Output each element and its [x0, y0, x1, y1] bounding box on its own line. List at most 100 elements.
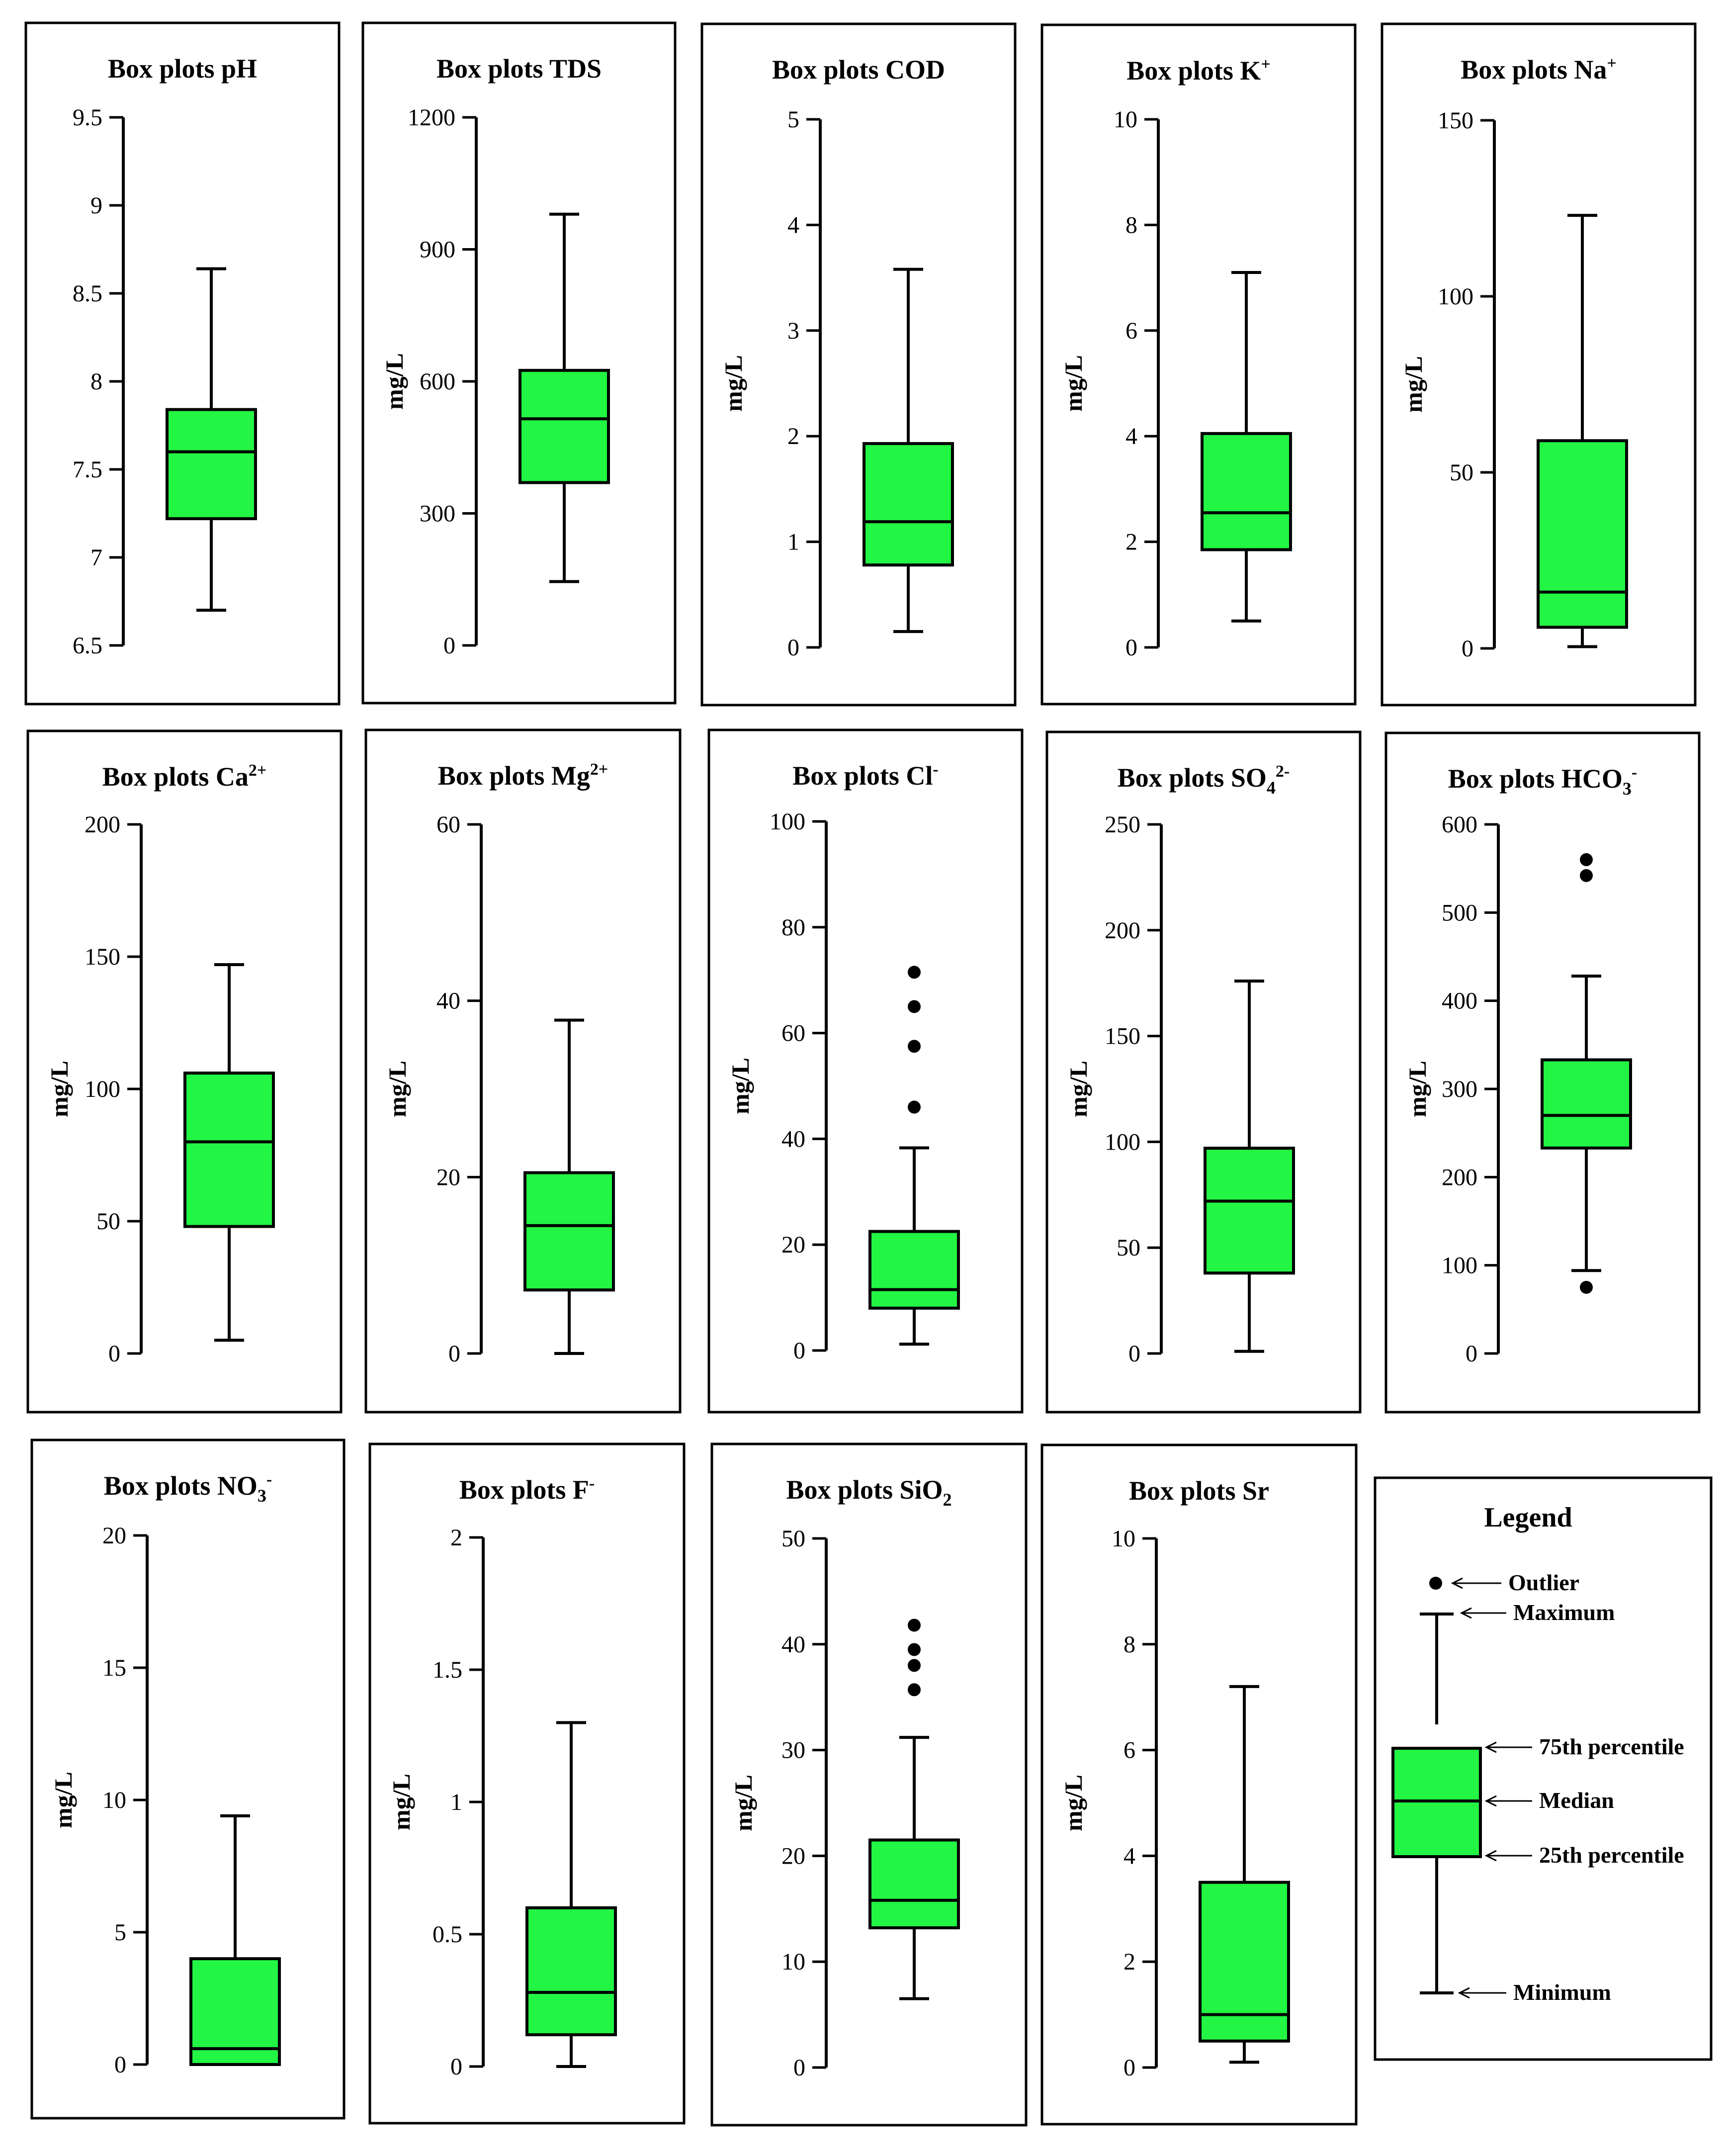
- y-axis-label: mg/L: [45, 1061, 73, 1117]
- y-tick-label: 40: [781, 1126, 805, 1152]
- outlier-point: [908, 1659, 921, 1672]
- chart-title: Box plots Sr: [1129, 1476, 1269, 1506]
- legend-title: Legend: [1484, 1502, 1572, 1533]
- chart-title: Box plots NO3-: [104, 1470, 272, 1506]
- legend-label-maximum: Maximum: [1513, 1600, 1615, 1625]
- y-tick-label: 10: [1112, 1526, 1135, 1552]
- box-plot-panel: Box plots COD 0 1 2 3 4 5 mg/L: [700, 22, 1017, 707]
- y-tick-label: 4: [787, 212, 799, 238]
- box-plot-panel: Box plots Cl- 0 20 40 60 80 100 mg/L: [707, 728, 1024, 1414]
- y-tick-label: 40: [781, 1631, 805, 1658]
- box-plot-panel: Box plots K+ 0 2 4 6 8 10 mg/L: [1040, 23, 1357, 706]
- y-tick-label: 0: [1123, 2055, 1135, 2081]
- y-tick-label: 15: [102, 1655, 126, 1681]
- y-tick-label: 1200: [408, 104, 455, 131]
- y-tick-label: 10: [781, 1949, 805, 1975]
- y-tick-label: 200: [1105, 917, 1140, 944]
- y-tick-label: 60: [436, 811, 460, 838]
- chart-title: Box plots Ca2+: [102, 761, 266, 792]
- y-tick-label: 20: [781, 1232, 805, 1258]
- y-tick-label: 0: [1466, 1341, 1477, 1367]
- y-tick-label: 0: [448, 1341, 460, 1367]
- y-tick-label: 0: [1462, 635, 1473, 662]
- iqr-box: [863, 442, 954, 567]
- arrowhead-minimum: [1458, 1987, 1470, 1999]
- y-tick-label: 200: [1442, 1164, 1477, 1190]
- box-plot-panel: Box plots HCO3- 0 100 200 300 400 500 600 mg/L: [1384, 731, 1701, 1414]
- y-tick-label: 600: [1442, 811, 1477, 838]
- outlier-point: [908, 1643, 921, 1656]
- iqr-box: [523, 1171, 615, 1292]
- y-tick-label: 2: [787, 423, 799, 449]
- y-tick-label: 150: [85, 944, 120, 970]
- y-tick-label: 100: [1438, 283, 1473, 310]
- y-tick-label: 50: [1450, 459, 1473, 486]
- outlier-point: [908, 1000, 921, 1013]
- y-tick-label: 300: [420, 501, 455, 527]
- y-tick-label: 40: [436, 988, 460, 1014]
- y-tick-label: 100: [1442, 1253, 1477, 1279]
- y-tick-label: 8: [1123, 1631, 1135, 1658]
- y-axis-label: mg/L: [719, 355, 747, 412]
- outlier-point: [1580, 1281, 1593, 1294]
- iqr-box: [183, 1072, 275, 1228]
- y-axis-label: mg/L: [726, 1058, 754, 1114]
- y-tick-label: 100: [85, 1076, 120, 1102]
- panel-frame: [26, 729, 343, 1414]
- y-tick-label: 2: [1123, 1949, 1135, 1975]
- legend-arrows: [1451, 1577, 1532, 1999]
- legend-outlier-point: [1429, 1577, 1442, 1590]
- chart-title: Box plots HCO3-: [1448, 763, 1637, 799]
- iqr-box: [1541, 1058, 1632, 1150]
- iqr-box: [166, 408, 257, 521]
- box-plot-panel: Box plots Ca2+ 0 50 100 150 200 mg/L: [26, 729, 343, 1414]
- panel-frame: [361, 21, 677, 705]
- y-tick-label: 100: [1105, 1129, 1140, 1155]
- y-tick-label: 7: [90, 544, 102, 571]
- panels-group: Box plots pH 6.5 7 7.5 8 8.5 9 9.5 Box plots TDS…: [24, 21, 1701, 2127]
- chart-title: Box plots K+: [1126, 55, 1270, 86]
- box-plot-panel: Box plots F- 0 0.5 1 1.5 2 mg/L: [368, 1442, 686, 2125]
- y-axis-label: mg/L: [1399, 356, 1427, 413]
- box-plot-panel: Box plots NO3- 0 5 10 15 20 mg/L: [30, 1438, 346, 2120]
- y-tick-label: 900: [420, 237, 455, 263]
- outlier-point: [908, 1683, 921, 1697]
- panel-frame: [700, 22, 1017, 707]
- box-plot-panel: Box plots Na+ 0 50 100 150 mg/L: [1381, 22, 1697, 707]
- panel-frame: [24, 21, 341, 706]
- y-tick-label: 0: [787, 634, 799, 661]
- chart-title: Box plots COD: [772, 55, 945, 85]
- outlier-point: [908, 1618, 921, 1632]
- y-tick-label: 1: [450, 1789, 462, 1815]
- y-tick-label: 0: [443, 632, 455, 659]
- y-tick-label: 500: [1442, 899, 1477, 926]
- y-tick-label: 600: [420, 368, 455, 395]
- y-tick-label: 0.5: [432, 1921, 462, 1948]
- y-tick-label: 6: [1123, 1737, 1135, 1764]
- chart-title: Box plots Cl-: [792, 760, 938, 791]
- iqr-box: [1204, 1147, 1295, 1275]
- y-tick-label: 150: [1438, 107, 1473, 134]
- y-tick-label: 4: [1123, 1843, 1135, 1869]
- legend-label-median: Median: [1539, 1788, 1614, 1813]
- y-axis-label: mg/L: [1059, 1775, 1087, 1831]
- chart-title: Box plots F-: [459, 1474, 595, 1505]
- y-tick-label: 0: [1128, 1341, 1140, 1367]
- y-tick-label: 1: [787, 529, 799, 555]
- y-tick-label: 8.5: [73, 280, 102, 307]
- y-axis-label: mg/L: [387, 1774, 415, 1830]
- legend-label-outlier: Outlier: [1508, 1570, 1579, 1595]
- y-axis-label: mg/L: [49, 1772, 77, 1828]
- outlier-point: [908, 1100, 921, 1114]
- iqr-box: [1199, 1881, 1290, 2043]
- y-tick-label: 0: [793, 2055, 805, 2081]
- outlier-point: [1580, 869, 1593, 882]
- y-tick-label: 50: [1117, 1235, 1140, 1261]
- y-tick-label: 200: [85, 811, 120, 838]
- y-tick-label: 30: [781, 1737, 805, 1764]
- y-tick-label: 300: [1442, 1076, 1477, 1102]
- chart-title: Box plots TDS: [436, 54, 602, 84]
- y-tick-label: 0: [450, 2054, 462, 2080]
- chart-title: Box plots SiO2: [786, 1475, 951, 1510]
- y-axis-label: mg/L: [380, 353, 408, 410]
